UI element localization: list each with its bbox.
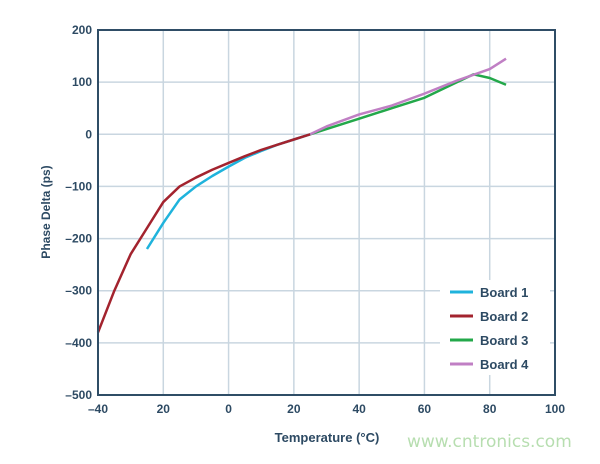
y-tick-label: 200 <box>72 23 92 37</box>
series-line-board-3 <box>309 73 507 136</box>
x-tick-label: 20 <box>287 402 301 416</box>
x-tick-label: –40 <box>88 402 108 416</box>
series-line-board-4 <box>309 57 507 136</box>
legend-label: Board 3 <box>480 333 528 348</box>
legend-label: Board 2 <box>480 309 528 324</box>
watermark: www.cntronics.com <box>407 432 572 452</box>
x-tick-label: 80 <box>483 402 497 416</box>
y-tick-label: 0 <box>85 127 92 141</box>
legend-label: Board 4 <box>480 357 529 372</box>
y-tick-label: –400 <box>65 336 92 350</box>
legend-label: Board 1 <box>480 285 528 300</box>
x-tick-label: 40 <box>352 402 366 416</box>
x-axis-label: Temperature (°C) <box>275 430 380 445</box>
y-tick-label: –500 <box>65 388 92 402</box>
x-tick-label: 0 <box>225 402 232 416</box>
series-line-board-2 <box>96 133 311 333</box>
x-tick-label: 100 <box>545 402 565 416</box>
y-tick-label: 100 <box>72 75 92 89</box>
y-axis-label: Phase Delta (ps) <box>39 165 53 258</box>
legend-background <box>440 280 550 375</box>
y-tick-label: –200 <box>65 232 92 246</box>
x-tick-label: 60 <box>418 402 432 416</box>
y-tick-label: –300 <box>65 284 92 298</box>
plot-frame <box>97 29 556 396</box>
x-tick-label: 20 <box>157 402 171 416</box>
y-tick-label: –100 <box>65 179 92 193</box>
